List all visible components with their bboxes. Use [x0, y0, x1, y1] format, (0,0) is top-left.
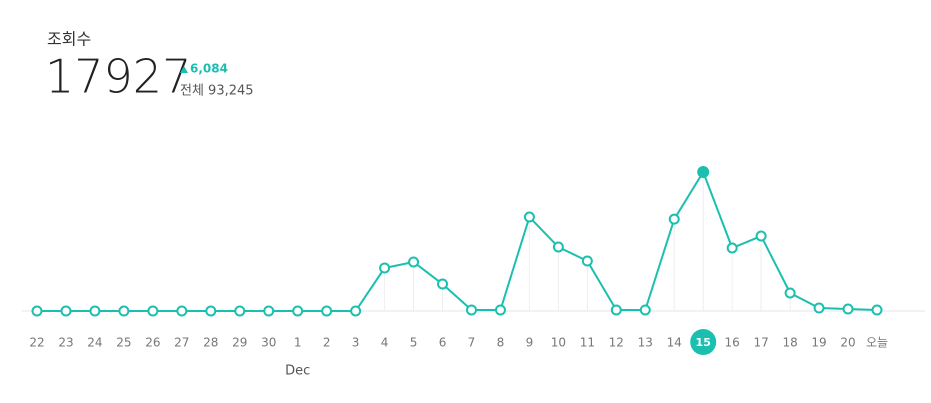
point: [552, 241, 564, 253]
x-tick-label: 1: [294, 336, 302, 350]
metric-title: 조회수: [47, 30, 91, 49]
point: [118, 305, 130, 317]
x-tick-label: 17: [753, 336, 768, 350]
x-tick-label: 26: [145, 336, 160, 350]
point: [147, 305, 159, 317]
point: [523, 211, 535, 223]
point: [610, 304, 622, 316]
x-tick-label: 22: [29, 336, 44, 350]
selected-label-bg: [690, 329, 717, 355]
point: [755, 230, 767, 242]
point: [813, 302, 825, 314]
x-tick-label: 7: [468, 336, 476, 350]
x-tick-label: 24: [87, 336, 102, 350]
x-tick-label: 9: [526, 336, 534, 350]
x-tick-label: 13: [638, 336, 653, 350]
x-tick-label: 15: [696, 336, 711, 349]
point: [494, 304, 506, 316]
point: [639, 304, 651, 316]
x-tick-label: 5: [410, 336, 418, 350]
x-tick-label: 11: [580, 336, 595, 350]
x-tick-label: 20: [840, 336, 855, 350]
x-tick-label: 10: [551, 336, 566, 350]
x-tick-label: 18: [782, 336, 797, 350]
metric-change: 6,084: [190, 62, 228, 76]
point: [321, 305, 333, 317]
point: [784, 287, 796, 299]
x-tick-label: 4: [381, 336, 389, 350]
x-tick-label: 19: [811, 336, 826, 350]
x-tick-label: 16: [725, 336, 740, 350]
metric-value: 17927: [45, 50, 191, 104]
point: [60, 305, 72, 317]
x-tick-label: 8: [497, 336, 505, 350]
x-tick-label: 27: [174, 336, 189, 350]
x-tick-label: 28: [203, 336, 218, 350]
x-tick-label: 2: [323, 336, 331, 350]
point: [263, 305, 275, 317]
point: [379, 262, 391, 274]
point: [350, 305, 362, 317]
x-tick-label: 14: [667, 336, 682, 350]
point: [871, 304, 883, 316]
up-arrow: [180, 66, 188, 73]
x-tick-label: 3: [352, 336, 360, 350]
point: [726, 242, 738, 254]
point: [465, 304, 477, 316]
x-tick-label: 29: [232, 336, 247, 350]
point: [234, 305, 246, 317]
metric-total: 전체 93,245: [180, 84, 254, 99]
point: [697, 166, 710, 178]
line: [37, 169, 878, 312]
x-tick-label: 12: [609, 336, 624, 350]
x-tick-label: 30: [261, 336, 276, 350]
point: [292, 305, 304, 317]
point: [176, 305, 188, 317]
point: [408, 256, 420, 268]
point: [842, 303, 854, 315]
x-tick-label: 23: [58, 336, 73, 350]
x-tick-label: 6: [439, 336, 447, 350]
point: [668, 213, 680, 225]
month-label: Dec: [285, 364, 310, 379]
point: [437, 278, 449, 290]
x-tick-label: 오늘: [866, 336, 888, 350]
x-tick-label: 25: [116, 336, 131, 350]
point: [205, 305, 217, 317]
point: [89, 305, 101, 317]
point: [581, 255, 593, 267]
point: [31, 305, 43, 317]
